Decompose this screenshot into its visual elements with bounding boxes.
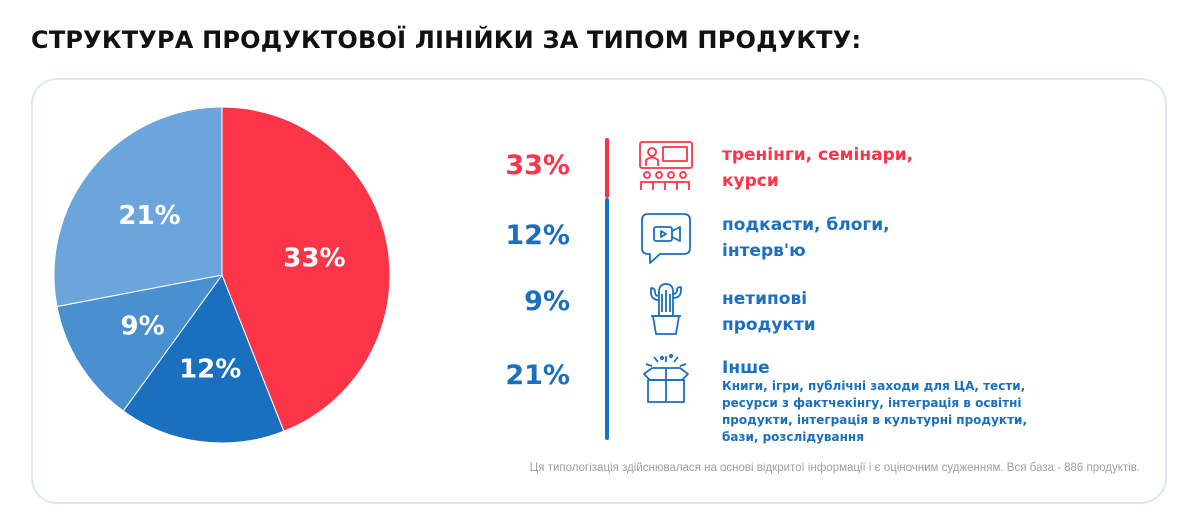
video-chat-icon [641,213,691,264]
legend-label-line2: продукти [722,315,816,335]
pie-slice-label: 12% [179,354,241,384]
legend-value-training: 33% [505,150,570,181]
legend-label-line1: Інше [722,358,770,378]
legend-label-line2: курси [722,171,779,191]
footnote: Ця типологізація здійснювалася на основі… [529,462,1140,474]
legend-label-podcasts: подкасти, блоги, інтерв'ю [722,212,890,264]
gift-box-icon [643,353,689,403]
cactus-icon [650,283,682,335]
legend-label-other: Інше [722,355,770,381]
pie-slice-33 [221,106,391,432]
legend-value-atypical: 9% [524,286,570,317]
training-icon [639,141,693,190]
legend-label-atypical: нетипові продукти [722,286,816,338]
legend-label-training: тренінги, семінари, курси [722,142,913,194]
pie-chart: 33% 12% 9% 21% [53,106,391,444]
pie-slice-label: 21% [118,201,180,231]
page-title: СТРУКТУРА ПРОДУКТОВОЇ ЛІНІЙКИ ЗА ТИПОМ П… [31,26,862,54]
pie-slice-21 [53,106,223,308]
legend-label-line1: нетипові [722,289,808,309]
pie-slice-label: 33% [283,243,345,273]
pie-slice-12 [122,273,285,444]
legend-divider-red [605,138,609,198]
legend-value-other: 21% [505,360,570,391]
legend-label-line1: подкасти, блоги, [722,215,890,235]
pie-slice-9 [56,274,224,412]
legend-description-other: Книги, ігри, публічні заходи для ЦА, тес… [722,379,1027,444]
legend-label-line1: тренінги, семінари, [722,145,914,165]
pie-slice-label: 9% [120,311,164,341]
legend-label-line2: інтерв'ю [722,241,806,261]
legend-value-podcasts: 12% [505,220,570,251]
legend-divider-blue [605,198,609,440]
